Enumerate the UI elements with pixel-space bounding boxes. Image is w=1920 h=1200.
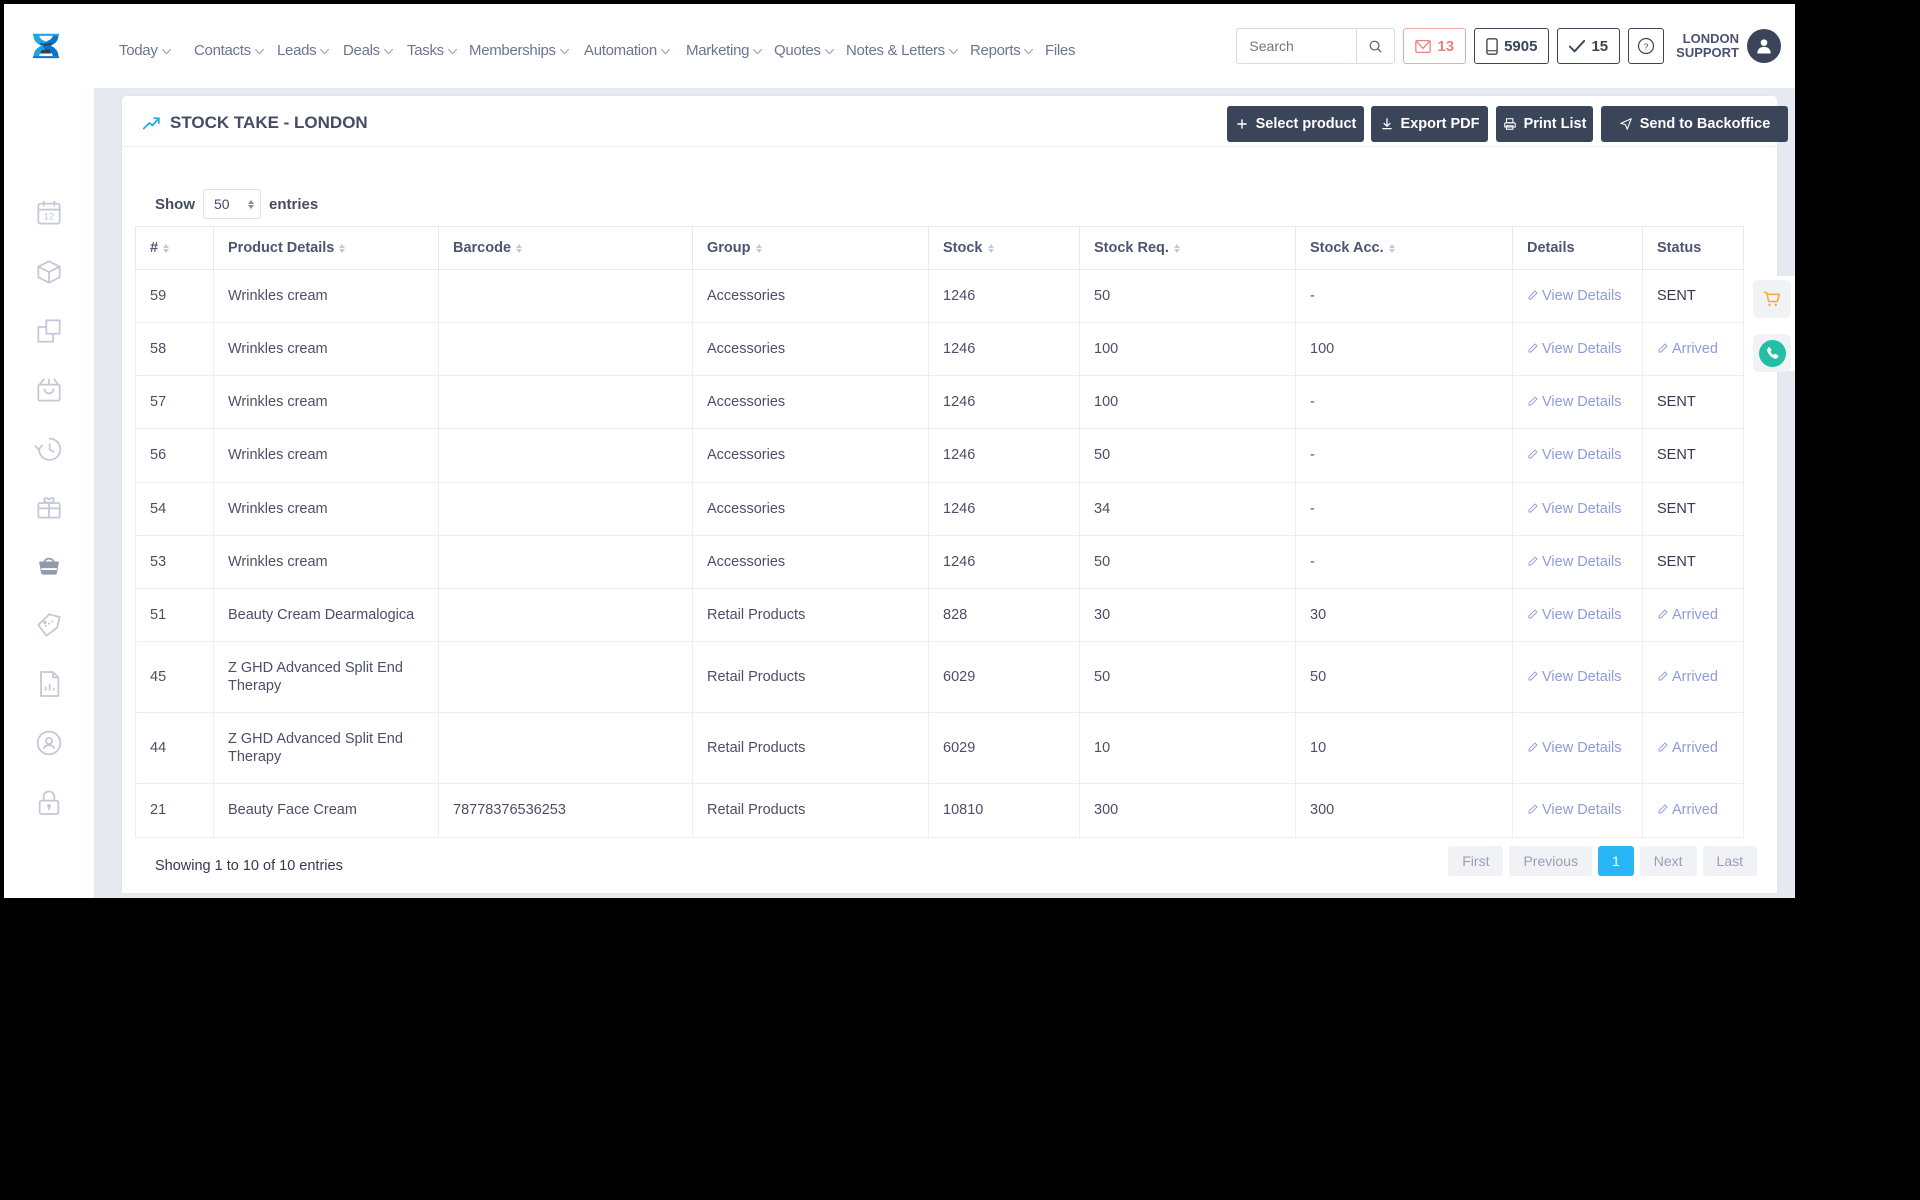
svg-text:12: 12 (44, 211, 54, 221)
svg-text:?: ? (1644, 42, 1649, 51)
